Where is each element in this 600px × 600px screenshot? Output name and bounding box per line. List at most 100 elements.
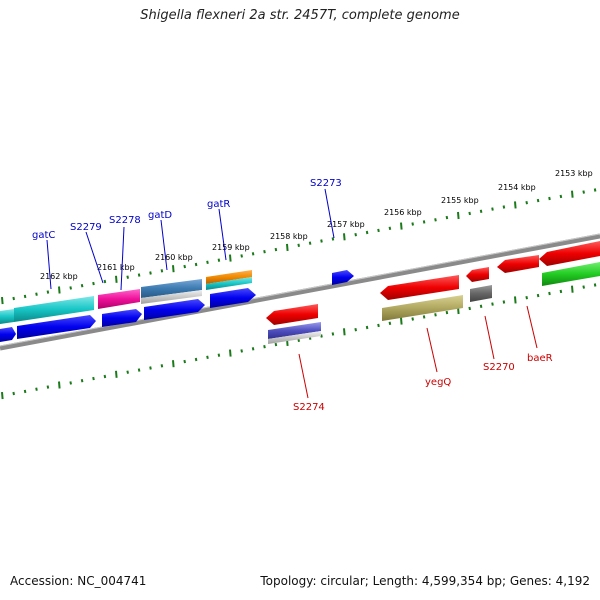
minor-tick bbox=[411, 317, 414, 321]
minor-tick bbox=[137, 368, 141, 372]
minor-tick bbox=[388, 321, 392, 325]
gene-label[interactable]: S2274 bbox=[293, 402, 325, 413]
minor-tick bbox=[137, 273, 141, 277]
gene-label[interactable]: gatR bbox=[207, 199, 230, 210]
minor-tick bbox=[80, 284, 84, 288]
gene-arrow[interactable] bbox=[144, 299, 205, 320]
label-leaders bbox=[46, 188, 538, 399]
gene-arrow[interactable] bbox=[141, 290, 202, 304]
gene-yegQ-arrow[interactable] bbox=[380, 275, 459, 300]
gene-arrow[interactable] bbox=[102, 309, 142, 327]
minor-tick bbox=[422, 315, 426, 319]
gene-label[interactable]: S2273 bbox=[310, 178, 342, 189]
minor-tick bbox=[479, 209, 483, 213]
genome-summary-text: Topology: circular; Length: 4,599,354 bp… bbox=[260, 574, 590, 588]
gene-gatC-arrow[interactable] bbox=[14, 296, 94, 322]
minor-tick bbox=[377, 228, 380, 233]
minor-tick bbox=[388, 226, 392, 230]
gene-label[interactable]: gatD bbox=[148, 210, 172, 221]
gene-arrow[interactable] bbox=[542, 262, 600, 286]
major-tick bbox=[115, 275, 118, 283]
minor-tick bbox=[35, 292, 38, 296]
gene-label[interactable]: S2270 bbox=[483, 362, 515, 373]
minor-tick bbox=[593, 283, 597, 287]
minor-tick bbox=[206, 355, 209, 359]
gene-arrow[interactable] bbox=[206, 277, 252, 290]
major-tick bbox=[1, 392, 4, 400]
minor-tick bbox=[12, 391, 15, 396]
gene-S2274-arrow[interactable] bbox=[266, 304, 318, 325]
major-tick bbox=[172, 360, 175, 368]
major-tick bbox=[286, 243, 289, 251]
gene-labels-bottom: S2274 yegQ S2270 baeR bbox=[293, 353, 553, 413]
minor-tick bbox=[411, 222, 414, 226]
major-tick bbox=[514, 201, 517, 209]
minor-tick bbox=[548, 196, 551, 201]
gene-arrow[interactable] bbox=[0, 327, 16, 342]
gene-label[interactable]: yegQ bbox=[425, 377, 451, 388]
gene-label[interactable]: S2278 bbox=[109, 215, 141, 226]
minor-tick bbox=[46, 290, 50, 294]
major-tick bbox=[1, 297, 4, 305]
minor-tick bbox=[365, 325, 369, 330]
gene-label[interactable]: S2279 bbox=[70, 222, 102, 233]
minor-tick bbox=[320, 334, 323, 338]
minor-tick bbox=[194, 357, 198, 362]
minor-tick bbox=[240, 349, 243, 353]
minor-tick bbox=[46, 385, 50, 389]
gene-baeR-arrow[interactable] bbox=[497, 255, 539, 273]
minor-tick bbox=[536, 198, 540, 203]
major-tick bbox=[400, 222, 403, 230]
minor-tick bbox=[103, 374, 107, 379]
gene-S2279-arrow[interactable] bbox=[98, 289, 140, 309]
minor-tick bbox=[434, 218, 437, 222]
bottom-strand-features bbox=[266, 241, 600, 344]
major-tick bbox=[229, 349, 232, 357]
gene-S2273-arrow[interactable] bbox=[332, 270, 354, 285]
minor-tick bbox=[160, 269, 164, 273]
minor-tick bbox=[274, 247, 278, 252]
gene-gatR-arrow[interactable] bbox=[206, 270, 252, 284]
gene-gatD-arrow[interactable] bbox=[141, 279, 202, 298]
minor-tick bbox=[160, 364, 164, 368]
minor-tick bbox=[126, 370, 129, 374]
kbp-label: 2154 kbp bbox=[498, 183, 536, 192]
gene-arrow[interactable] bbox=[382, 295, 463, 321]
major-tick bbox=[229, 254, 232, 262]
kbp-label: 2157 kbp bbox=[327, 220, 365, 229]
minor-tick bbox=[536, 293, 540, 298]
minor-tick bbox=[240, 254, 243, 258]
minor-tick bbox=[502, 300, 506, 304]
gene-arrow[interactable] bbox=[268, 322, 321, 339]
kbp-label: 2160 kbp bbox=[155, 253, 193, 262]
kbp-label: 2159 kbp bbox=[212, 243, 250, 252]
gene-S2270-arrow[interactable] bbox=[466, 267, 489, 282]
minor-tick bbox=[331, 237, 335, 241]
gene-arrow[interactable] bbox=[210, 288, 256, 308]
major-tick bbox=[115, 370, 118, 378]
gene-label[interactable]: gatC bbox=[32, 230, 55, 241]
major-tick bbox=[343, 233, 346, 241]
minor-tick bbox=[217, 353, 221, 357]
gene-arrow[interactable] bbox=[268, 331, 321, 344]
minor-tick bbox=[525, 296, 528, 300]
minor-tick bbox=[69, 286, 72, 290]
kbp-label: 2162 kbp bbox=[40, 272, 78, 281]
minor-tick bbox=[593, 188, 597, 192]
major-tick bbox=[343, 328, 346, 336]
gene-arrow[interactable] bbox=[539, 241, 600, 266]
minor-tick bbox=[92, 376, 95, 381]
minor-tick bbox=[274, 342, 278, 347]
gene-arrow[interactable] bbox=[17, 315, 96, 339]
minor-tick bbox=[149, 271, 152, 275]
gene-label[interactable]: baeR bbox=[527, 353, 553, 364]
kbp-labels: 2153 kbp 2154 kbp 2155 kbp 2156 kbp 2157… bbox=[40, 169, 593, 281]
minor-tick bbox=[308, 241, 312, 245]
gene-arrow[interactable] bbox=[470, 285, 492, 302]
gene-arrow[interactable] bbox=[0, 309, 14, 324]
minor-tick bbox=[251, 347, 255, 351]
minor-tick bbox=[217, 258, 221, 262]
minor-tick bbox=[445, 215, 449, 220]
tick-track-bottom bbox=[1, 283, 597, 400]
